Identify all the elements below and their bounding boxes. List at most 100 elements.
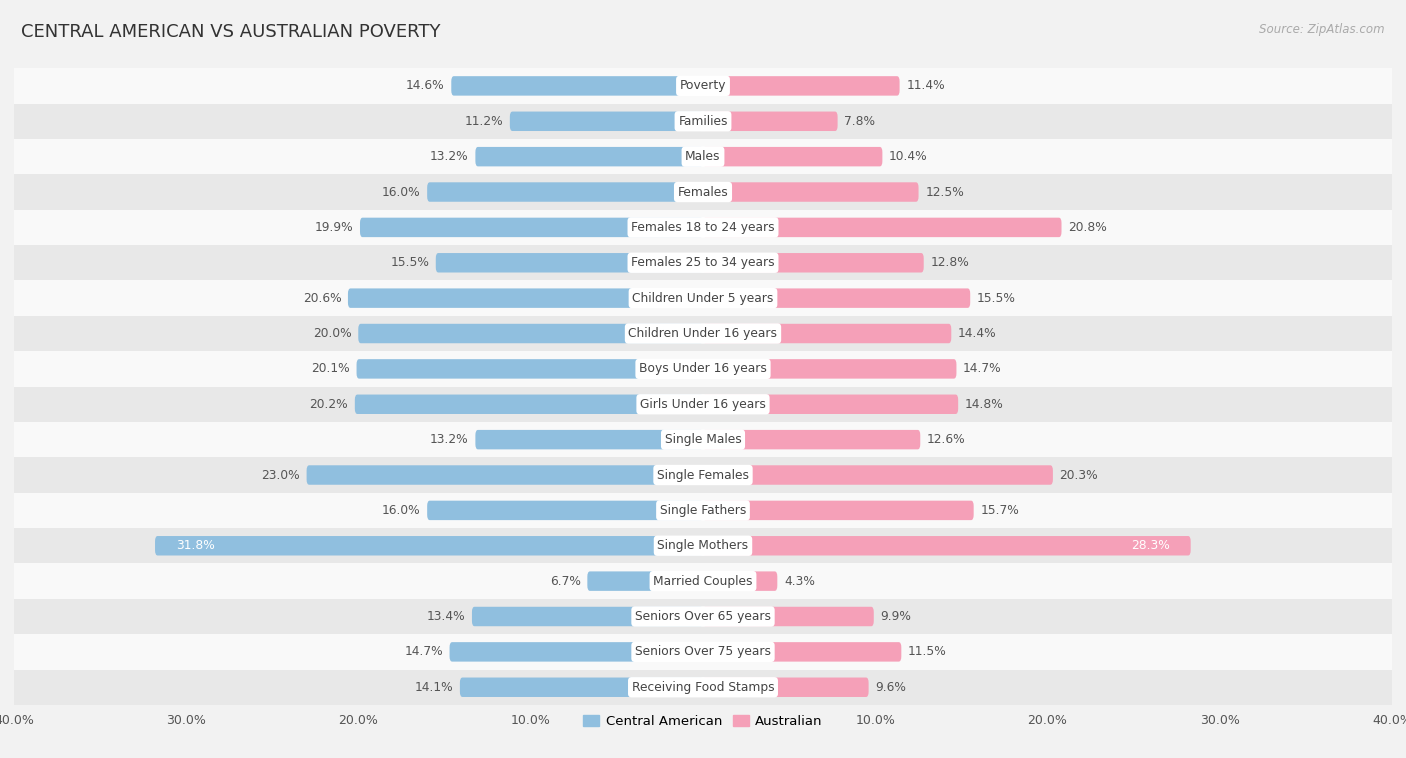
FancyBboxPatch shape: [703, 501, 974, 520]
Text: 13.2%: 13.2%: [430, 150, 468, 163]
FancyBboxPatch shape: [703, 289, 970, 308]
Text: Boys Under 16 years: Boys Under 16 years: [640, 362, 766, 375]
Text: 12.5%: 12.5%: [925, 186, 965, 199]
FancyBboxPatch shape: [703, 77, 900, 96]
Text: 23.0%: 23.0%: [262, 468, 299, 481]
FancyBboxPatch shape: [703, 607, 873, 626]
Text: 12.6%: 12.6%: [927, 433, 966, 446]
Text: Single Females: Single Females: [657, 468, 749, 481]
FancyBboxPatch shape: [703, 147, 883, 167]
Text: Children Under 5 years: Children Under 5 years: [633, 292, 773, 305]
FancyBboxPatch shape: [703, 536, 1191, 556]
Text: Males: Males: [685, 150, 721, 163]
Text: 20.1%: 20.1%: [311, 362, 350, 375]
Text: 16.0%: 16.0%: [382, 186, 420, 199]
Text: 20.6%: 20.6%: [302, 292, 342, 305]
Text: CENTRAL AMERICAN VS AUSTRALIAN POVERTY: CENTRAL AMERICAN VS AUSTRALIAN POVERTY: [21, 23, 440, 41]
FancyBboxPatch shape: [460, 678, 703, 697]
Text: 14.4%: 14.4%: [957, 327, 997, 340]
FancyBboxPatch shape: [357, 359, 703, 379]
Text: 19.9%: 19.9%: [315, 221, 353, 234]
FancyBboxPatch shape: [703, 324, 952, 343]
Text: Females 25 to 34 years: Females 25 to 34 years: [631, 256, 775, 269]
Text: 20.0%: 20.0%: [314, 327, 352, 340]
Bar: [14, 422, 1392, 457]
Text: 14.6%: 14.6%: [406, 80, 444, 92]
Text: Single Fathers: Single Fathers: [659, 504, 747, 517]
Text: Single Males: Single Males: [665, 433, 741, 446]
FancyBboxPatch shape: [703, 111, 838, 131]
Text: 4.3%: 4.3%: [785, 575, 815, 587]
FancyBboxPatch shape: [703, 395, 957, 414]
FancyBboxPatch shape: [475, 430, 703, 449]
Text: 14.1%: 14.1%: [415, 681, 453, 694]
Bar: [14, 493, 1392, 528]
Bar: [14, 174, 1392, 210]
Text: 20.8%: 20.8%: [1069, 221, 1107, 234]
FancyBboxPatch shape: [451, 77, 703, 96]
FancyBboxPatch shape: [360, 218, 703, 237]
Text: 14.8%: 14.8%: [965, 398, 1004, 411]
Bar: [14, 457, 1392, 493]
FancyBboxPatch shape: [510, 111, 703, 131]
Bar: [14, 280, 1392, 316]
Bar: [14, 528, 1392, 563]
Text: 20.2%: 20.2%: [309, 398, 349, 411]
Text: 16.0%: 16.0%: [382, 504, 420, 517]
FancyBboxPatch shape: [703, 183, 918, 202]
Text: Seniors Over 75 years: Seniors Over 75 years: [636, 645, 770, 659]
FancyBboxPatch shape: [354, 395, 703, 414]
Text: 10.4%: 10.4%: [889, 150, 928, 163]
Text: 20.3%: 20.3%: [1060, 468, 1098, 481]
Text: 14.7%: 14.7%: [963, 362, 1001, 375]
Text: 11.4%: 11.4%: [907, 80, 945, 92]
Text: 11.5%: 11.5%: [908, 645, 946, 659]
Bar: [14, 351, 1392, 387]
Bar: [14, 210, 1392, 245]
Text: 15.7%: 15.7%: [980, 504, 1019, 517]
Text: Poverty: Poverty: [679, 80, 727, 92]
Bar: [14, 139, 1392, 174]
Text: Children Under 16 years: Children Under 16 years: [628, 327, 778, 340]
Text: 31.8%: 31.8%: [176, 539, 215, 553]
Text: 13.4%: 13.4%: [426, 610, 465, 623]
Bar: [14, 563, 1392, 599]
FancyBboxPatch shape: [436, 253, 703, 273]
Text: Females: Females: [678, 186, 728, 199]
FancyBboxPatch shape: [155, 536, 703, 556]
Text: 13.2%: 13.2%: [430, 433, 468, 446]
FancyBboxPatch shape: [359, 324, 703, 343]
Text: Families: Families: [678, 114, 728, 128]
Text: 9.6%: 9.6%: [875, 681, 905, 694]
FancyBboxPatch shape: [703, 218, 1062, 237]
FancyBboxPatch shape: [703, 359, 956, 379]
Bar: [14, 387, 1392, 422]
Text: 12.8%: 12.8%: [931, 256, 969, 269]
Text: 6.7%: 6.7%: [550, 575, 581, 587]
FancyBboxPatch shape: [427, 501, 703, 520]
Text: 11.2%: 11.2%: [464, 114, 503, 128]
Text: Girls Under 16 years: Girls Under 16 years: [640, 398, 766, 411]
Text: 9.9%: 9.9%: [880, 610, 911, 623]
Text: Seniors Over 65 years: Seniors Over 65 years: [636, 610, 770, 623]
FancyBboxPatch shape: [347, 289, 703, 308]
Bar: [14, 316, 1392, 351]
FancyBboxPatch shape: [450, 642, 703, 662]
Bar: [14, 245, 1392, 280]
Bar: [14, 599, 1392, 634]
FancyBboxPatch shape: [703, 253, 924, 273]
FancyBboxPatch shape: [472, 607, 703, 626]
FancyBboxPatch shape: [703, 430, 921, 449]
FancyBboxPatch shape: [703, 572, 778, 591]
Text: 28.3%: 28.3%: [1130, 539, 1170, 553]
Text: Source: ZipAtlas.com: Source: ZipAtlas.com: [1260, 23, 1385, 36]
FancyBboxPatch shape: [703, 465, 1053, 485]
FancyBboxPatch shape: [475, 147, 703, 167]
Text: 15.5%: 15.5%: [977, 292, 1015, 305]
Text: Single Mothers: Single Mothers: [658, 539, 748, 553]
Bar: [14, 634, 1392, 669]
Bar: [14, 669, 1392, 705]
FancyBboxPatch shape: [703, 678, 869, 697]
FancyBboxPatch shape: [427, 183, 703, 202]
Text: Females 18 to 24 years: Females 18 to 24 years: [631, 221, 775, 234]
